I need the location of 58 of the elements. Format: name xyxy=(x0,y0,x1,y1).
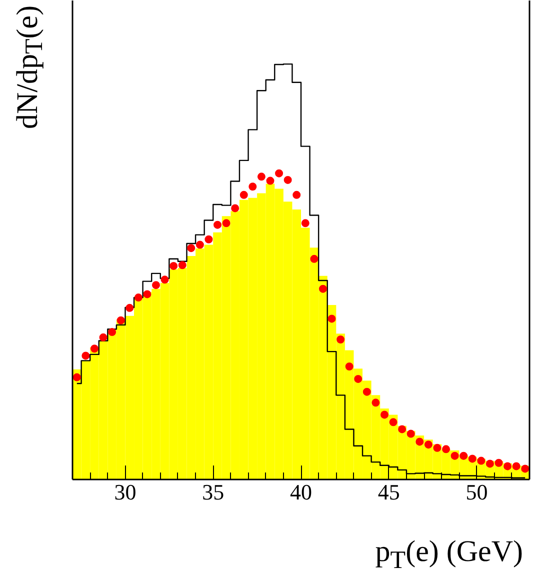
point xyxy=(389,418,398,426)
x-tick-label: 45 xyxy=(378,480,400,504)
point xyxy=(372,398,380,407)
point xyxy=(116,316,125,324)
point xyxy=(134,294,142,302)
point xyxy=(345,362,354,370)
point xyxy=(126,304,134,312)
point xyxy=(318,284,327,293)
point xyxy=(328,314,336,323)
point xyxy=(416,438,424,446)
point xyxy=(90,344,98,353)
point xyxy=(99,333,108,342)
point xyxy=(521,464,530,473)
point xyxy=(380,410,388,419)
point xyxy=(310,254,318,263)
point xyxy=(248,182,257,191)
point xyxy=(477,456,486,465)
point xyxy=(460,452,468,460)
point xyxy=(266,176,274,185)
point xyxy=(152,281,160,290)
point xyxy=(398,425,406,434)
point xyxy=(486,460,494,468)
point xyxy=(108,328,116,336)
point xyxy=(170,262,178,270)
point xyxy=(275,169,284,178)
point xyxy=(292,190,301,199)
point xyxy=(257,172,266,181)
point xyxy=(362,388,371,396)
point xyxy=(178,261,186,270)
point xyxy=(204,235,213,244)
point xyxy=(82,352,90,360)
point xyxy=(187,244,196,252)
point xyxy=(222,219,230,228)
point xyxy=(406,430,415,438)
x-tick-label: 50 xyxy=(466,480,488,504)
point xyxy=(143,290,152,298)
point xyxy=(196,240,204,249)
point xyxy=(72,373,81,382)
x-tick-label: 35 xyxy=(202,480,224,504)
x-tick-label: 30 xyxy=(114,480,136,504)
point xyxy=(231,204,240,212)
point xyxy=(504,462,512,470)
point xyxy=(442,445,450,454)
point xyxy=(301,219,310,228)
point xyxy=(284,176,292,184)
point xyxy=(433,444,442,452)
point xyxy=(354,374,362,383)
point xyxy=(512,462,520,470)
point xyxy=(450,452,459,460)
point xyxy=(160,276,169,284)
point xyxy=(468,454,476,463)
point xyxy=(240,190,248,199)
point xyxy=(214,220,222,229)
point xyxy=(424,440,432,449)
point xyxy=(494,458,503,467)
x-axis-title: p$_{T}$(e) (GeV) xyxy=(375,535,523,574)
x-tick-label: 40 xyxy=(290,480,312,504)
point xyxy=(336,336,345,344)
